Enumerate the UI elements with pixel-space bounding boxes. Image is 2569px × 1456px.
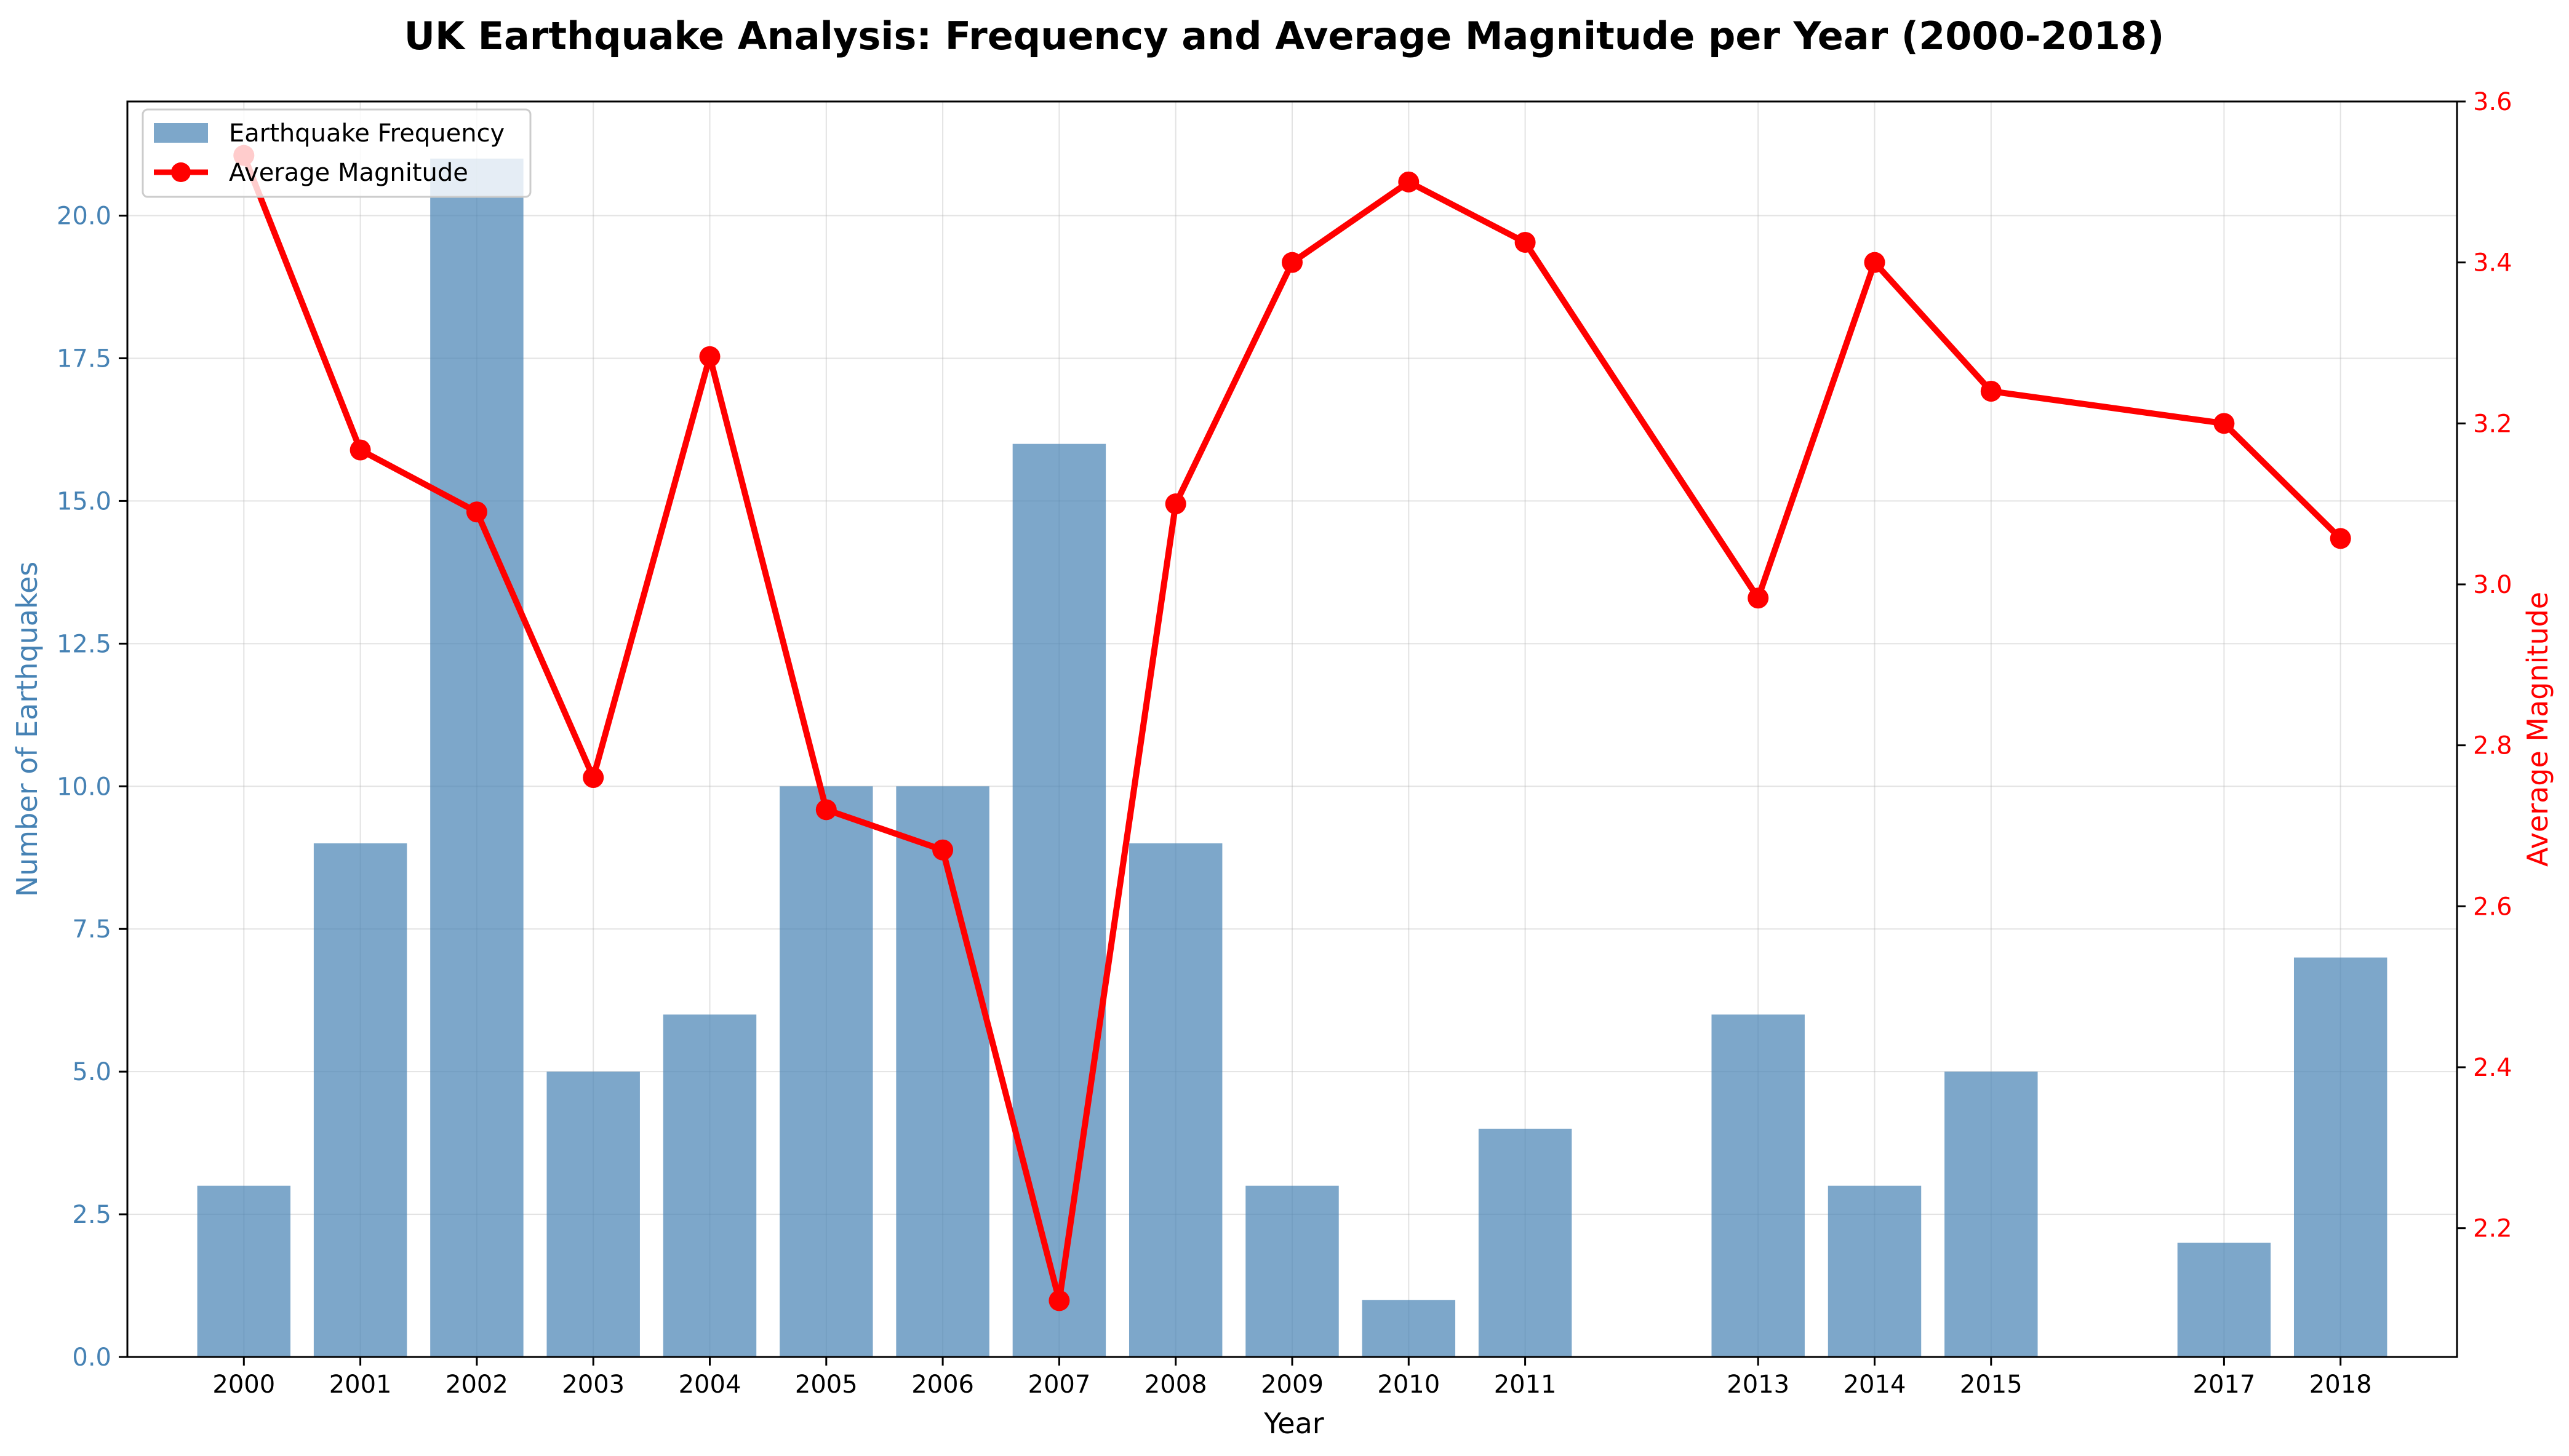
- magnitude-point-2005: [815, 799, 837, 821]
- bar-2002: [430, 158, 524, 1358]
- magnitude-point-2015: [1980, 381, 2002, 402]
- x-tick-label: 2003: [562, 1370, 625, 1399]
- bar-2006: [896, 786, 989, 1357]
- x-tick-label: 2006: [911, 1370, 974, 1399]
- left-tick-label: 17.5: [57, 344, 111, 373]
- legend: Earthquake Frequency Average Magnitude: [142, 108, 532, 198]
- x-tick-label: 2002: [445, 1370, 508, 1399]
- x-tick-label: 2014: [1844, 1370, 1906, 1399]
- right-tick-label: 3.0: [2473, 571, 2512, 599]
- magnitude-point-2011: [1514, 231, 1536, 253]
- x-tick-label: 2000: [212, 1370, 275, 1399]
- x-tick-label: 2017: [2193, 1370, 2256, 1399]
- magnitude-point-2008: [1165, 493, 1186, 515]
- magnitude-point-2013: [1748, 587, 1769, 609]
- bar-2008: [1129, 843, 1223, 1357]
- left-tick-label: 10.0: [57, 773, 111, 801]
- x-tick-label: 2015: [1960, 1370, 2023, 1399]
- x-tick-label: 2009: [1261, 1370, 1324, 1399]
- bar-2015: [1944, 1072, 2038, 1357]
- bar-2010: [1362, 1300, 1456, 1357]
- right-tick-label: 2.6: [2473, 893, 2512, 921]
- bar-2017: [2177, 1243, 2271, 1357]
- bar-2014: [1828, 1185, 1922, 1357]
- x-tick-label: 2005: [795, 1370, 858, 1399]
- legend-bar-swatch: [154, 123, 208, 143]
- left-tick-label: 20.0: [57, 202, 111, 231]
- magnitude-point-2001: [350, 439, 371, 461]
- magnitude-point-2004: [699, 346, 721, 367]
- right-tick-label: 3.4: [2473, 249, 2512, 277]
- bar-2007: [1012, 444, 1106, 1357]
- magnitude-point-2009: [1282, 252, 1303, 273]
- x-axis-ticks: 2000 2001 2002 2003 2004 2005 2006 2007 2008 2009…: [212, 1357, 2372, 1399]
- magnitude-point-2014: [1864, 252, 1885, 273]
- right-axis-label: Average Magnitude: [2521, 592, 2554, 867]
- right-tick-label: 3.6: [2473, 88, 2512, 116]
- right-tick-label: 2.2: [2473, 1215, 2512, 1243]
- magnitude-point-2003: [583, 767, 604, 788]
- magnitude-point-2007: [1049, 1290, 1070, 1311]
- bars-layer: [197, 158, 2387, 1358]
- legend-box: [142, 108, 532, 198]
- bar-2003: [546, 1072, 640, 1357]
- magnitude-point-2006: [932, 839, 954, 861]
- bar-2000: [197, 1185, 291, 1357]
- x-tick-label: 2011: [1494, 1370, 1557, 1399]
- right-tick-label: 2.4: [2473, 1054, 2512, 1082]
- x-tick-label: 2018: [2309, 1370, 2372, 1399]
- x-tick-label: 2013: [1727, 1370, 1789, 1399]
- left-tick-label: 7.5: [72, 915, 111, 944]
- bar-2011: [1478, 1128, 1572, 1357]
- bar-2018: [2293, 957, 2387, 1357]
- chart-title: UK Earthquake Analysis: Frequency and Av…: [404, 14, 2165, 58]
- right-tick-label: 2.8: [2473, 732, 2512, 760]
- x-tick-label: 2008: [1145, 1370, 1207, 1399]
- x-tick-label: 2004: [679, 1370, 741, 1399]
- left-tick-label: 5.0: [72, 1058, 111, 1086]
- left-tick-label: 12.5: [57, 630, 111, 658]
- x-tick-label: 2001: [329, 1370, 392, 1399]
- x-tick-label: 2007: [1028, 1370, 1091, 1399]
- left-axis-ticks: 0.0 2.5 5.0 7.5 10.0 12.5 15.0 17.5 20.0: [57, 202, 127, 1372]
- legend-line-marker: [171, 162, 191, 182]
- left-axis-label: Number of Earthquakes: [10, 562, 44, 897]
- x-axis-label: Year: [1263, 1407, 1324, 1440]
- left-tick-label: 2.5: [72, 1201, 111, 1229]
- bar-2004: [663, 1014, 757, 1357]
- bar-2001: [313, 843, 407, 1357]
- magnitude-point-2017: [2213, 413, 2235, 434]
- bar-2005: [780, 786, 873, 1357]
- legend-bar-label: Earthquake Frequency: [229, 119, 505, 148]
- magnitude-point-2018: [2330, 528, 2351, 549]
- bar-2013: [1711, 1014, 1805, 1357]
- right-tick-label: 3.2: [2473, 410, 2512, 438]
- magnitude-point-2002: [466, 501, 487, 523]
- left-tick-label: 0.0: [72, 1343, 111, 1372]
- bar-2009: [1245, 1185, 1339, 1357]
- left-tick-label: 15.0: [57, 487, 111, 515]
- line-layer: [233, 145, 2351, 1311]
- magnitude-point-2010: [1398, 171, 1420, 193]
- right-axis-ticks: 2.2 2.4 2.6 2.8 3.0 3.2 3.4 3.6: [2457, 88, 2512, 1243]
- legend-line-label: Average Magnitude: [229, 159, 468, 187]
- x-tick-label: 2010: [1377, 1370, 1440, 1399]
